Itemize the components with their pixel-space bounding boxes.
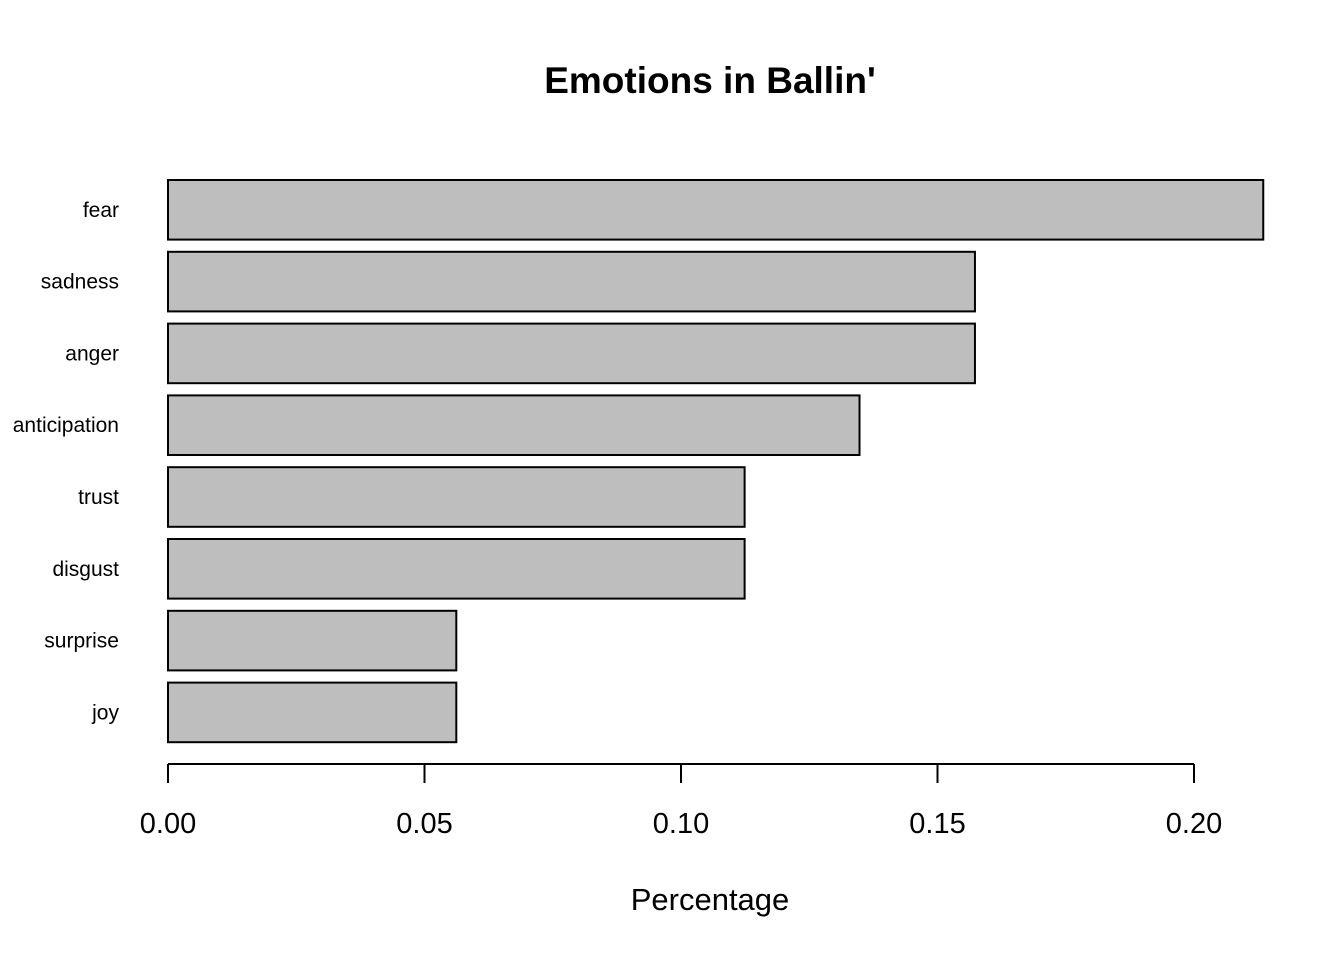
bar-joy	[167, 681, 458, 744]
category-label-anticipation: anticipation	[13, 414, 119, 437]
x-axis-title: Percentage	[631, 882, 790, 917]
bar-disgust	[167, 538, 746, 600]
bar-trust	[167, 466, 746, 528]
x-tick-label: 0.15	[909, 808, 965, 840]
x-axis: 0.00 0.05 0.10 0.15 0.20	[140, 763, 1222, 840]
category-labels-group: fear sadness anger anticipation trust disgust…	[13, 199, 120, 725]
x-tick-label: 0.10	[653, 808, 709, 840]
bar-fear	[167, 179, 1265, 241]
category-label-fear: fear	[83, 199, 119, 222]
category-label-disgust: disgust	[52, 558, 119, 581]
bar-surprise	[167, 609, 458, 672]
x-tick-label: 0.05	[396, 808, 452, 840]
bar-anger	[167, 322, 976, 385]
chart-title: Emotions in Ballin'	[544, 60, 876, 101]
category-label-anger: anger	[65, 342, 119, 365]
bar-anticipation	[167, 394, 861, 456]
x-tick-label: 0.20	[1166, 808, 1222, 840]
category-label-joy: joy	[91, 701, 119, 724]
bar-sadness	[167, 250, 976, 313]
bars-group	[167, 179, 1265, 744]
x-tick-label: 0.00	[140, 808, 196, 840]
category-label-surprise: surprise	[44, 630, 119, 653]
category-label-trust: trust	[78, 486, 119, 509]
category-label-sadness: sadness	[41, 271, 119, 294]
